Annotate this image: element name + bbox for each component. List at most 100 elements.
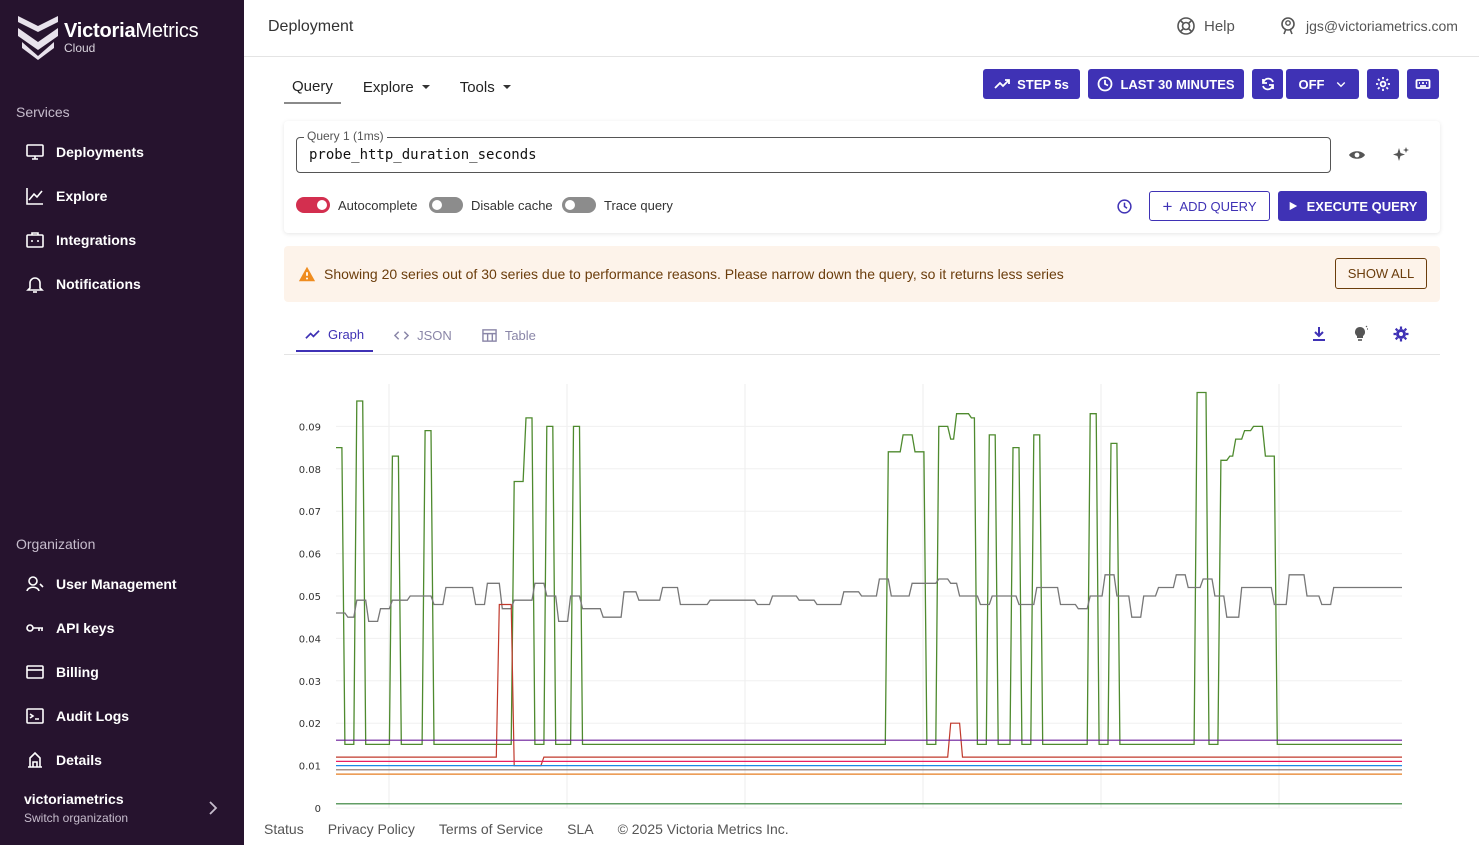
organization-title: Organization [16,536,96,552]
series-line [336,391,1402,746]
refresh-icon [1261,77,1274,91]
tab-json[interactable]: JSON [385,318,461,352]
sidebar-item-billing[interactable]: Billing [24,660,99,684]
query-editor[interactable]: Query 1 (1ms) probe_http_duration_second… [296,129,1331,173]
trace-query-switch[interactable] [562,197,596,213]
autocomplete-toggle[interactable]: Autocomplete [296,197,418,213]
tab-table[interactable]: Table [473,318,545,352]
show-all-button[interactable]: SHOW ALL [1335,258,1427,289]
disable-cache-toggle[interactable]: Disable cache [429,197,553,213]
organization-switcher[interactable]: victoriametrics Switch organization [24,791,220,825]
disable-cache-switch[interactable] [429,197,463,213]
add-query-label: ADD QUERY [1179,198,1257,214]
user-badge-icon [1281,17,1295,35]
eye-icon[interactable] [1347,145,1367,165]
sidebar-item-user-management[interactable]: User Management [24,572,177,596]
sidebar-item-label: Details [56,752,102,768]
users-icon [24,573,46,595]
execute-query-label: EXECUTE QUERY [1306,198,1418,214]
sidebar-item-label: Deployments [56,144,144,160]
execute-query-button[interactable]: EXECUTE QUERY [1278,191,1427,221]
y-tick-label: 0.03 [299,677,321,688]
tab-query-label: Query [292,77,333,95]
download-icon[interactable] [1310,325,1328,343]
user-menu[interactable]: jgs@victoriametrics.com [1278,16,1458,36]
tab-tools[interactable]: Tools [452,70,519,104]
trace-query-toggle[interactable]: Trace query [562,197,673,213]
sidebar-item-explore[interactable]: Explore [24,184,107,208]
footer-terms-link[interactable]: Terms of Service [438,821,544,837]
footer-status-link[interactable]: Status [264,821,304,837]
query-card: Query 1 (1ms) probe_http_duration_second… [284,121,1440,233]
history-icon[interactable] [1116,198,1133,215]
sidebar-item-label: Notifications [56,276,141,292]
autocomplete-switch[interactable] [296,197,330,213]
query-result-chart[interactable]: 0 0.01 0.02 0.03 0.04 0.05 0.06 0.07 0.08 0.09 [284,360,1440,816]
time-range-label: LAST 30 MINUTES [1120,76,1235,92]
tab-graph[interactable]: Graph [296,318,374,352]
sidebar-item-integrations[interactable]: Integrations [24,228,136,252]
time-range-button[interactable]: LAST 30 MINUTES [1088,69,1244,99]
sidebar-item-deployments[interactable]: Deployments [24,140,144,164]
organization-name: victoriametrics [24,791,124,807]
sparkles-icon[interactable] [1391,145,1411,165]
settings-button[interactable] [1367,69,1399,99]
sidebar-item-audit-logs[interactable]: Audit Logs [24,704,129,728]
terminal-icon [24,705,46,727]
caret-down-icon [502,85,511,89]
keyboard-icon [1415,79,1431,89]
caret-down-icon [421,85,430,89]
graph-tabs-divider [284,354,1440,355]
brand-logo[interactable]: VictoriaMetrics Cloud [16,12,199,62]
sidebar-item-notifications[interactable]: Notifications [24,272,141,296]
sidebar-item-api-keys[interactable]: API keys [24,616,114,640]
refresh-button[interactable] [1252,69,1283,99]
y-tick-label: 0.08 [299,465,321,476]
user-email: jgs@victoriametrics.com [1306,18,1458,34]
query-input[interactable]: probe_http_duration_seconds [309,147,537,163]
help-link[interactable]: Help [1176,16,1235,36]
query-legend: Query 1 (1ms) [304,129,387,143]
tab-explore[interactable]: Explore [355,70,438,104]
y-tick-label: 0.07 [299,507,321,518]
help-label: Help [1204,17,1235,35]
y-tick-label: 0.01 [299,762,321,773]
auto-refresh-dropdown[interactable]: OFF [1286,69,1359,99]
graph-settings-icon[interactable] [1392,325,1410,343]
add-query-button[interactable]: + ADD QUERY [1149,191,1270,221]
switch-organization-label: Switch organization [24,811,129,825]
series-limit-warning: Showing 20 series out of 30 series due t… [284,246,1440,302]
sidebar-item-label: Integrations [56,232,137,248]
clock-icon [1098,76,1113,92]
footer-sla-link[interactable]: SLA [567,821,594,837]
services-title: Services [16,104,70,120]
plus-icon: + [1162,196,1173,216]
tab-tools-label: Tools [459,78,495,96]
building-icon [24,749,46,771]
y-tick-label: 0.06 [299,550,321,561]
warning-icon [298,266,316,282]
lifebuoy-icon [1177,17,1195,35]
lightbulb-icon[interactable] [1351,325,1369,343]
sidebar-item-label: API keys [56,620,115,636]
result-tabs: Graph JSON Table [296,318,557,354]
line-chart-icon [305,329,320,339]
keyboard-shortcuts-button[interactable] [1407,69,1439,99]
code-icon [394,330,410,340]
brand-name: VictoriaMetrics [64,19,199,42]
tab-query[interactable]: Query [284,70,341,104]
tab-table-label: Table [504,327,536,343]
step-button[interactable]: STEP 5s [983,69,1080,99]
table-icon [482,328,497,342]
warning-text: Showing 20 series out of 30 series due t… [324,266,1064,282]
top-header: Deployment Help jgs@victoriametrics.com [244,0,1479,57]
sidebar-item-label: Billing [56,664,99,680]
tab-explore-label: Explore [362,78,414,96]
series-line [336,603,1402,767]
footer-privacy-link[interactable]: Privacy Policy [327,821,415,837]
tab-json-label: JSON [417,327,452,343]
sidebar-item-details[interactable]: Details [24,748,102,772]
sidebar-item-label: Explore [56,188,108,204]
bell-icon [24,273,46,295]
sidebar-item-label: Audit Logs [56,708,130,724]
